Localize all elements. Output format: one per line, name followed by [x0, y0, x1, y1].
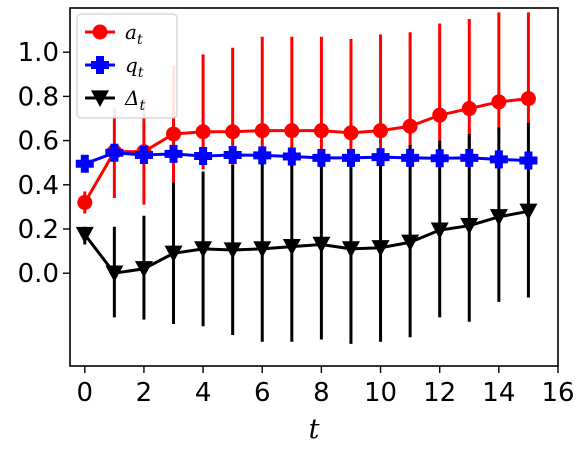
marker-circle	[461, 101, 477, 117]
y-axis: 0.0 0.2 0.4 0.6 0.8 1.0	[18, 38, 70, 289]
marker-circle	[225, 124, 241, 140]
marker-plus	[312, 148, 331, 167]
marker-circle	[77, 194, 93, 210]
series-line	[84, 151, 529, 166]
marker-plus	[489, 150, 508, 169]
marker-circle	[520, 91, 536, 107]
marker-plus	[460, 148, 479, 167]
marker-plus	[282, 147, 301, 166]
plot-frame	[69, 7, 559, 367]
x-tick-label: 14	[482, 378, 515, 408]
marker-triangle-down	[519, 203, 538, 221]
marker-circle	[343, 125, 359, 141]
marker-circle	[313, 123, 329, 139]
x-tick-label: 8	[313, 378, 330, 408]
y-tick-label: 1.0	[18, 38, 59, 68]
marker-triangle-down	[312, 236, 331, 254]
x-tick-label: 16	[541, 378, 574, 408]
x-tick-label: 10	[364, 378, 397, 408]
marker-triangle-down	[223, 242, 242, 259]
y-tick-label: 0.0	[18, 259, 59, 289]
marker-plus	[430, 149, 449, 168]
marker-circle	[491, 94, 507, 110]
marker-triangle-down	[430, 222, 449, 240]
marker-circle	[254, 123, 270, 139]
marker-plus	[194, 147, 213, 166]
marker-circle	[373, 123, 389, 139]
marker-plus	[105, 143, 124, 162]
x-tick-label: 0	[77, 378, 94, 408]
marker-plus	[253, 146, 272, 165]
legend: at qt Δt	[76, 13, 178, 119]
marker-plus	[223, 145, 242, 164]
y-tick-label: 0.4	[18, 171, 59, 201]
marker-triangle-down	[341, 241, 360, 258]
series-line	[83, 97, 529, 204]
marker-triangle-down	[105, 265, 124, 283]
marker-circle	[284, 123, 300, 139]
marker-triangle-down	[194, 241, 213, 258]
marker-triangle-down	[401, 234, 420, 252]
y-tick-label: 0.2	[18, 215, 59, 245]
x-tick-label: 12	[423, 378, 456, 408]
marker-circle	[432, 107, 448, 123]
marker-plus	[91, 56, 109, 74]
marker-circle	[195, 124, 211, 140]
marker-plus	[519, 151, 538, 170]
x-tick-label: 4	[195, 378, 212, 408]
legend-label: Δt	[124, 86, 145, 114]
marker-triangle-down	[253, 241, 272, 258]
marker-plus	[401, 148, 420, 167]
marker-triangle-down	[75, 226, 94, 244]
y-tick-label: 0.8	[18, 82, 59, 112]
series-lines-layer	[83, 97, 529, 275]
x-tick-label: 6	[254, 378, 271, 408]
marker-triangle-down	[460, 218, 479, 235]
x-axis-label: t	[309, 414, 320, 445]
marker-plus	[164, 144, 183, 163]
marker-plus	[134, 145, 153, 164]
x-axis: 0 2 4 6 8 10 12 14 16	[77, 366, 575, 408]
legend-label: at	[125, 20, 143, 48]
marker-triangle-down	[371, 240, 390, 257]
marker-triangle-down	[91, 90, 109, 107]
marker-plus	[341, 148, 360, 167]
marker-plus	[371, 148, 390, 167]
marker-circle	[402, 118, 418, 134]
marker-triangle-down	[164, 245, 183, 263]
series-line	[83, 209, 529, 275]
marker-circle	[166, 126, 182, 142]
markers-layer	[75, 91, 538, 283]
x-tick-label: 2	[136, 378, 153, 408]
y-tick-label: 0.6	[18, 127, 59, 157]
marker-plus	[75, 154, 94, 173]
marker-triangle-down	[489, 209, 508, 226]
legend-label: qt	[125, 53, 144, 81]
marker-triangle-down	[282, 239, 301, 256]
marker-circle	[92, 24, 108, 40]
marker-triangle-down	[134, 261, 153, 278]
